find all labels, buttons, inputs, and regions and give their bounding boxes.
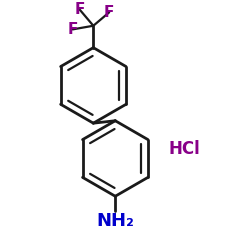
Text: F: F — [75, 2, 85, 18]
Text: F: F — [68, 22, 78, 37]
Text: NH₂: NH₂ — [96, 212, 134, 230]
Text: HCl: HCl — [169, 140, 200, 158]
Text: F: F — [104, 5, 114, 20]
